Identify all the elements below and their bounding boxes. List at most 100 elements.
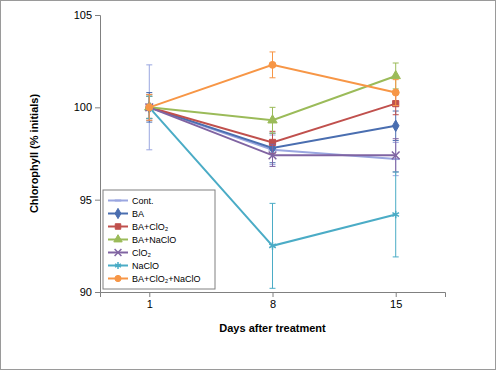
y-tick-label: 90 xyxy=(80,286,92,298)
legend-item: NaClO xyxy=(108,261,159,271)
chart-border xyxy=(1,1,496,370)
legend-label: ClO₂ xyxy=(132,248,151,258)
marker xyxy=(269,61,276,68)
y-tick-mark xyxy=(95,200,100,201)
y-tick-label: 105 xyxy=(74,9,92,21)
legend-item: BA+ClO₂ xyxy=(108,222,169,232)
error-bar xyxy=(393,111,399,141)
legend-label: BA xyxy=(132,209,144,219)
marker xyxy=(146,104,153,112)
series xyxy=(146,52,399,120)
legend-marker xyxy=(115,224,121,230)
y-tick-label: 95 xyxy=(80,194,92,206)
y-tick-label: 100 xyxy=(74,101,92,113)
y-axis: 90 95 100 105 xyxy=(74,9,101,298)
marker xyxy=(392,120,399,131)
marker xyxy=(392,211,399,219)
legend-marker-group xyxy=(114,235,122,242)
legend-marker xyxy=(115,275,121,281)
x-tick-label: 15 xyxy=(390,298,402,310)
series-line xyxy=(149,107,395,148)
marker-group xyxy=(145,104,153,112)
marker xyxy=(145,104,153,112)
x-tick: 1 xyxy=(147,292,153,310)
marker-group xyxy=(392,211,399,219)
legend-label: BA+NaClO xyxy=(132,235,176,245)
marker-group xyxy=(269,242,276,250)
series xyxy=(145,65,399,176)
y-axis-line xyxy=(95,16,101,293)
plot: 90951001051815Cont.BABA+ClO₂BA+NaClOClO₂… xyxy=(74,9,446,310)
marker-group xyxy=(269,61,276,68)
legend-item: BA+NaClO xyxy=(108,235,176,245)
series-line xyxy=(149,65,395,107)
x-tick: 8 xyxy=(270,292,276,310)
legend-marker-group xyxy=(115,275,121,281)
marker-group xyxy=(392,120,399,131)
legend-box xyxy=(103,190,215,289)
marker xyxy=(392,89,399,96)
marker-group xyxy=(146,104,152,110)
legend-item: Cont. xyxy=(108,196,154,206)
marker-group xyxy=(146,104,153,112)
marker xyxy=(392,152,400,160)
x-tick-mark xyxy=(396,292,397,297)
marker xyxy=(269,152,277,160)
error-bar xyxy=(146,65,152,150)
marker-group xyxy=(269,152,277,160)
x-tick-label: 1 xyxy=(147,298,153,310)
error-bar xyxy=(270,52,276,78)
y-tick: 90 xyxy=(80,286,100,298)
error-bar xyxy=(146,93,152,123)
y-tick-mark xyxy=(95,292,100,293)
marker xyxy=(391,71,400,79)
marker-group xyxy=(392,152,400,160)
legend-marker-group xyxy=(115,208,121,218)
x-tick-label: 8 xyxy=(270,298,276,310)
y-tick: 100 xyxy=(74,101,100,113)
marker-group xyxy=(146,104,153,111)
legend-label: Cont. xyxy=(132,196,154,206)
legend-item: ClO₂ xyxy=(108,248,151,258)
marker xyxy=(146,104,152,110)
legend-marker xyxy=(114,235,122,242)
y-axis-title: Chlorophyll (% initials) xyxy=(28,94,40,214)
marker xyxy=(269,242,276,250)
series xyxy=(145,94,399,172)
marker-group xyxy=(391,71,400,79)
error-bar xyxy=(146,94,152,120)
error-bar xyxy=(146,94,152,120)
legend-label: BA+ClO₂+NaClO xyxy=(132,274,201,284)
y-tick-mark xyxy=(95,15,100,16)
legend-marker-group xyxy=(115,200,121,201)
chart: 90951001051815Cont.BABA+ClO₂BA+NaClOClO₂… xyxy=(0,0,496,370)
x-tick-mark xyxy=(273,292,274,297)
marker xyxy=(268,115,277,123)
legend-marker xyxy=(115,262,121,269)
x-tick-mark xyxy=(149,292,150,297)
marker-group xyxy=(392,89,399,96)
legend-marker xyxy=(115,249,122,256)
x-axis-title: Days after treatment xyxy=(219,322,326,334)
series-line xyxy=(149,104,395,143)
y-tick-mark xyxy=(95,107,100,108)
x-axis: 1815 xyxy=(101,292,446,310)
legend-label: NaClO xyxy=(132,261,159,271)
legend-item: BA+ClO₂+NaClO xyxy=(108,274,201,284)
legend-label: BA+ClO₂ xyxy=(132,222,169,232)
y-tick: 95 xyxy=(80,194,100,206)
series-line xyxy=(149,76,395,120)
legend-marker-group xyxy=(115,249,122,256)
marker-group xyxy=(268,115,277,123)
legend-line xyxy=(108,200,128,202)
legend: Cont. BA BA+ClO₂ BA+NaClO ClO₂ NaClO BA+ClO₂+N… xyxy=(103,190,215,289)
legend-marker-group xyxy=(115,224,121,230)
legend-marker-group xyxy=(115,262,121,269)
y-tick: 105 xyxy=(74,9,100,21)
marker xyxy=(146,104,153,111)
legend-marker xyxy=(115,208,121,218)
x-tick: 15 xyxy=(390,292,402,310)
error-bar xyxy=(393,80,399,106)
x-axis-line xyxy=(101,293,446,298)
legend-marker xyxy=(115,200,121,202)
